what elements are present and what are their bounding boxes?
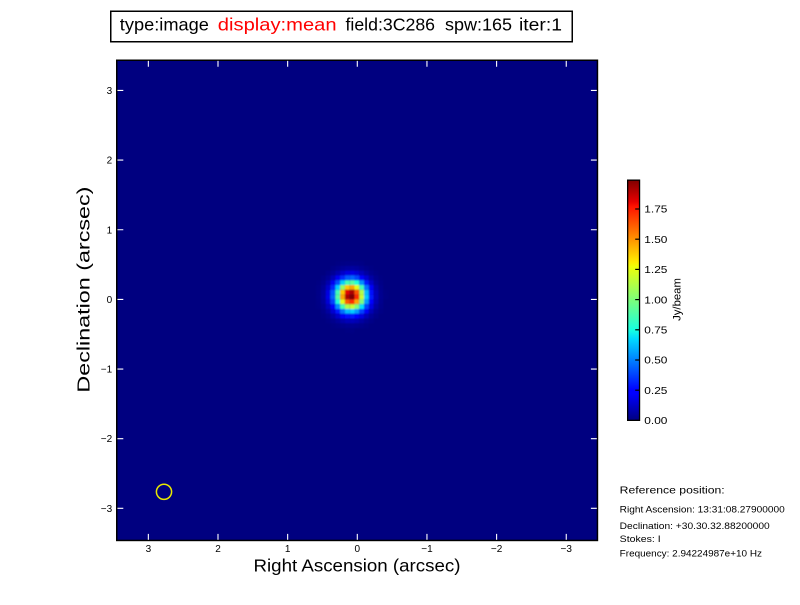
svg-text:Declination: +30.30.32.8820000: Declination: +30.30.32.88200000 (620, 521, 770, 531)
svg-text:Frequency: 2.94224987e+10 Hz: Frequency: 2.94224987e+10 Hz (620, 548, 763, 558)
svg-text:2: 2 (107, 156, 113, 167)
svg-text:0.00: 0.00 (644, 416, 667, 427)
svg-text:3: 3 (107, 86, 113, 97)
svg-text:−1: −1 (421, 544, 433, 555)
svg-text:1.00: 1.00 (644, 295, 667, 306)
svg-text:Jy/beam: Jy/beam (671, 278, 683, 321)
svg-text:−3: −3 (561, 544, 573, 555)
svg-text:display:mean: display:mean (218, 15, 337, 35)
svg-text:−3: −3 (101, 504, 113, 515)
svg-text:field:3C286: field:3C286 (346, 15, 436, 35)
svg-text:1.50: 1.50 (644, 235, 667, 246)
svg-text:Declination (arcsec): Declination (arcsec) (74, 187, 94, 393)
svg-text:0: 0 (107, 295, 113, 306)
svg-text:1.25: 1.25 (644, 265, 667, 276)
svg-text:1: 1 (285, 544, 291, 555)
svg-text:spw:165: spw:165 (445, 15, 512, 35)
svg-text:−1: −1 (101, 365, 113, 376)
svg-text:3: 3 (146, 544, 152, 555)
svg-text:Right Ascension: 13:31:08.2790: Right Ascension: 13:31:08.27900000 (620, 505, 785, 515)
svg-text:2: 2 (215, 544, 221, 555)
svg-text:0.50: 0.50 (644, 356, 667, 367)
svg-text:Reference position:: Reference position: (620, 485, 725, 496)
svg-text:−2: −2 (101, 434, 113, 445)
svg-text:type:image: type:image (120, 15, 209, 35)
svg-text:iter:1: iter:1 (519, 15, 562, 35)
svg-text:Right Ascension (arcsec): Right Ascension (arcsec) (254, 556, 461, 576)
svg-text:0.75: 0.75 (644, 326, 667, 337)
svg-text:0: 0 (355, 544, 361, 555)
svg-text:0.25: 0.25 (644, 386, 667, 397)
svg-text:1.75: 1.75 (644, 205, 667, 216)
svg-text:−2: −2 (491, 544, 503, 555)
svg-text:Stokes: I: Stokes: I (620, 534, 661, 544)
svg-text:1: 1 (107, 225, 113, 236)
